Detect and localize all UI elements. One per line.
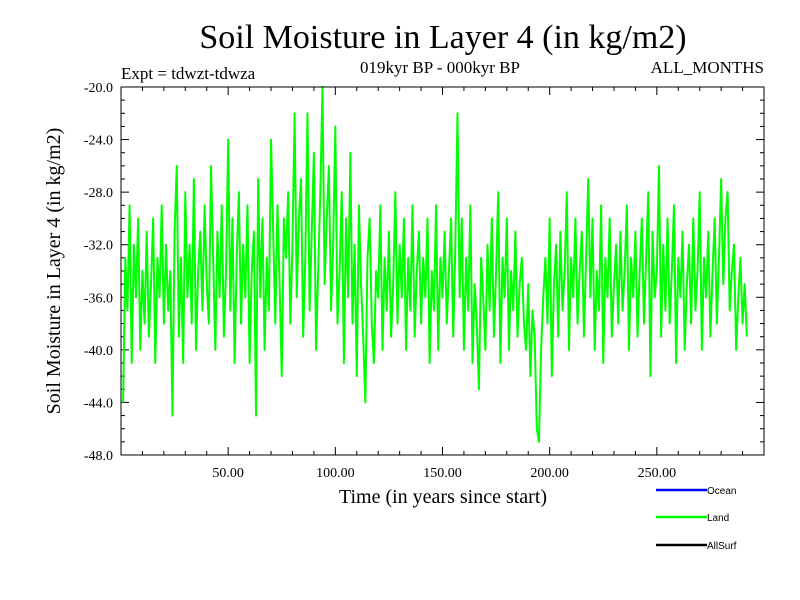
series-group xyxy=(122,86,748,443)
legend: Ocean Land AllSurf xyxy=(656,486,737,552)
legend-item-allsurf: AllSurf xyxy=(656,541,737,552)
legend-label: Ocean xyxy=(707,486,736,497)
plot-area xyxy=(120,86,765,456)
x-tick-label: 100.00 xyxy=(316,466,355,481)
x-tick-label: 150.00 xyxy=(423,466,462,481)
legend-label: Land xyxy=(707,513,729,524)
y-tick-labels: -20.0 -24.0 -28.0 -32.0 -36.0 -40.0 -44.0 -48.0 xyxy=(84,81,113,464)
y-tick-label: -24.0 xyxy=(84,134,113,149)
y-axis-label: Soil Moisture in Layer 4 (in kg/m2) xyxy=(43,128,65,415)
plot-frame xyxy=(120,86,765,456)
months-label: ALL_MONTHS xyxy=(651,58,764,77)
y-tick-label: -36.0 xyxy=(84,291,113,306)
y-tick-label: -44.0 xyxy=(84,396,113,411)
x-tick-labels: 50.00 100.00 150.00 200.00 250.00 xyxy=(212,466,676,481)
period-label: 019kyr BP - 000kyr BP xyxy=(360,58,520,77)
series-line-land xyxy=(122,86,748,443)
x-tick-label: 200.00 xyxy=(530,466,569,481)
legend-label: AllSurf xyxy=(707,541,737,552)
x-tick-label: 250.00 xyxy=(638,466,677,481)
legend-item-ocean: Ocean xyxy=(656,486,736,497)
x-axis-label: Time (in years since start) xyxy=(339,486,547,508)
y-tick-label: -32.0 xyxy=(84,239,113,254)
y-tick-label: -40.0 xyxy=(84,344,113,359)
y-tick-label: -20.0 xyxy=(84,81,113,96)
y-tick-label: -28.0 xyxy=(84,186,113,201)
x-tick-label: 50.00 xyxy=(212,466,244,481)
experiment-label: Expt = tdwzt-tdwza xyxy=(121,64,256,83)
legend-item-land: Land xyxy=(656,513,729,524)
chart-title: Soil Moisture in Layer 4 (in kg/m2) xyxy=(199,19,686,56)
y-tick-label: -48.0 xyxy=(84,449,113,464)
